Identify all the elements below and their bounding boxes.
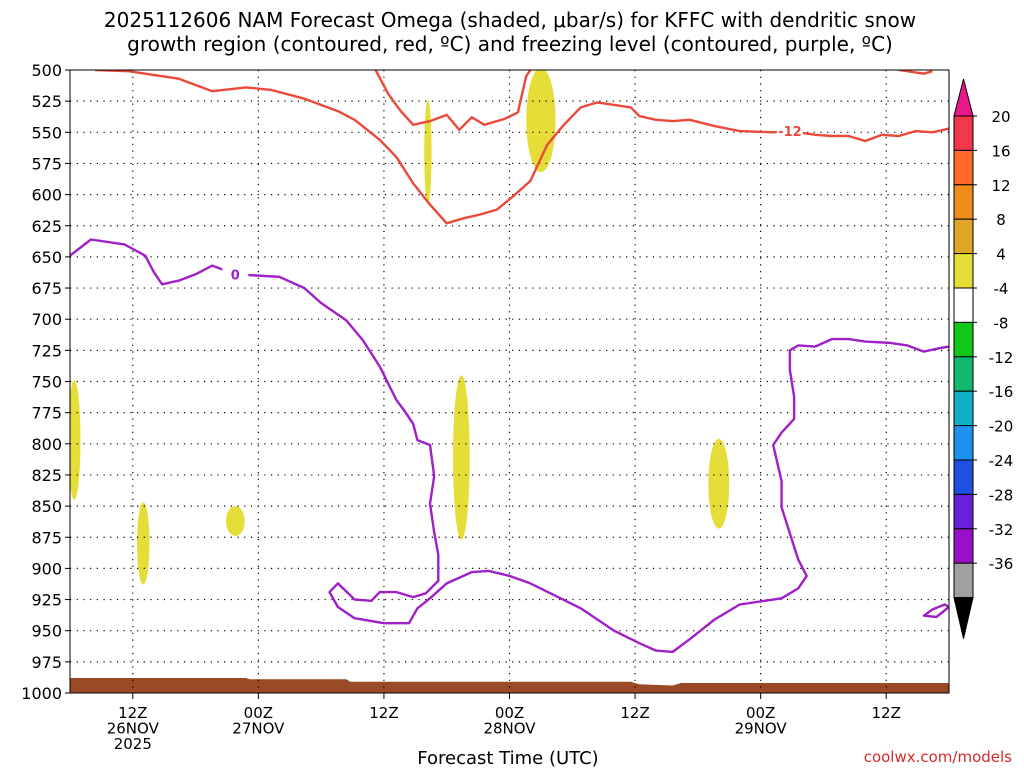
x-tick-label: 2025 bbox=[114, 735, 152, 753]
y-tick-label: 750 bbox=[31, 373, 62, 392]
colorbar-swatch bbox=[953, 218, 974, 255]
dgz_-12C-contour bbox=[95, 70, 949, 225]
title-line: 2025112606 NAM Forecast Omega (shaded, μ… bbox=[104, 8, 916, 32]
x-tick-label: 12Z bbox=[369, 704, 398, 722]
colorbar-swatch bbox=[953, 425, 974, 461]
colorbar-swatch bbox=[953, 459, 974, 495]
colorbar-label: 4 bbox=[996, 246, 1006, 264]
y-tick-label: 725 bbox=[31, 341, 62, 360]
x-tick-label: 29NOV bbox=[735, 720, 788, 738]
x-tick-label: 28NOV bbox=[483, 720, 536, 738]
colorbar-label: -16 bbox=[989, 383, 1014, 401]
colorbar-swatch bbox=[953, 321, 974, 358]
freezing_0C-label: 0 bbox=[231, 268, 240, 283]
y-tick-label: 700 bbox=[31, 310, 62, 329]
x-tick-label: 12Z bbox=[872, 704, 901, 722]
terrain-band bbox=[70, 678, 949, 693]
y-tick-label: 500 bbox=[31, 61, 62, 80]
colorbar-label: -28 bbox=[989, 486, 1014, 504]
x-tick-label: 12Z bbox=[118, 704, 147, 722]
x-tick-label: 27NOV bbox=[232, 720, 285, 738]
dgz_-12C-contour bbox=[399, 70, 532, 131]
colorbar-label: -36 bbox=[989, 555, 1014, 573]
colorbar-swatch bbox=[953, 356, 974, 392]
colorbar-bottom-triangle bbox=[953, 597, 974, 639]
colorbar-swatch bbox=[953, 115, 974, 151]
omega-shaded-region bbox=[225, 506, 245, 537]
y-tick-label: 1000 bbox=[21, 684, 62, 703]
x-tick-label: 00Z bbox=[746, 704, 775, 722]
colorbar-label: -12 bbox=[989, 349, 1014, 367]
x-tick-label: 00Z bbox=[495, 704, 524, 722]
colorbar-swatch bbox=[953, 149, 974, 186]
freezing_0C-contour bbox=[922, 603, 949, 619]
colorbar-label: 16 bbox=[991, 142, 1010, 160]
y-tick-label: 600 bbox=[31, 186, 62, 205]
y-tick-label: 650 bbox=[31, 248, 62, 267]
y-tick-label: 975 bbox=[31, 653, 62, 672]
y-tick-label: 625 bbox=[31, 217, 62, 236]
omega-shaded-region bbox=[70, 380, 81, 500]
chart-title: 2025112606 NAM Forecast Omega (shaded, μ… bbox=[104, 8, 916, 56]
colorbar-label: -8 bbox=[994, 314, 1009, 332]
x-tick-label: 26NOV bbox=[107, 720, 160, 738]
colorbar-label: -20 bbox=[989, 418, 1014, 436]
colorbar: 20 16 12 8 4 -4 -8 -12 -16 -20 -24 -28 -32 -36 bbox=[953, 78, 1014, 639]
colorbar-label: 8 bbox=[996, 211, 1006, 229]
x-axis-label: Forecast Time (UTC) bbox=[417, 748, 598, 768]
y-tick-label: 800 bbox=[31, 435, 62, 454]
colorbar-swatch bbox=[953, 184, 974, 220]
y-tick-label: 775 bbox=[31, 404, 62, 423]
colorbar-label: -4 bbox=[994, 280, 1009, 298]
title-line: growth region (contoured, red, ºC) and f… bbox=[127, 32, 893, 56]
colorbar-swatch bbox=[953, 390, 974, 427]
freezing_0C-contour bbox=[70, 238, 949, 654]
y-tick-label: 850 bbox=[31, 497, 62, 516]
x-tick-label: 00Z bbox=[244, 704, 273, 722]
dgz_-12C-contour bbox=[898, 70, 933, 75]
y-tick-label: 925 bbox=[31, 591, 62, 610]
omega-shaded-region bbox=[708, 438, 730, 529]
colorbar-swatch bbox=[953, 562, 974, 599]
dgz_-12C-contour bbox=[374, 70, 402, 112]
y-tick-label: 950 bbox=[31, 622, 62, 641]
terrain-surface bbox=[70, 678, 949, 693]
colorbar-swatch bbox=[953, 287, 974, 323]
contours: -12 0 bbox=[70, 70, 949, 654]
y-tick-label: 875 bbox=[31, 528, 62, 547]
colorbar-label: -24 bbox=[989, 452, 1014, 470]
y-tick-label: 550 bbox=[31, 123, 62, 142]
colorbar-label: 12 bbox=[991, 177, 1010, 195]
x-tick-label: 12Z bbox=[620, 704, 649, 722]
credit-link[interactable]: coolwx.com/models bbox=[864, 748, 1012, 766]
plot-area bbox=[70, 70, 949, 693]
colorbar-swatch bbox=[953, 528, 974, 564]
y-tick-label: 575 bbox=[31, 154, 62, 173]
colorbar-top-triangle bbox=[953, 78, 974, 117]
omega-shaded-region bbox=[424, 99, 432, 205]
dgz_-12C-label: -12 bbox=[778, 125, 802, 140]
colorbar-label: 20 bbox=[991, 108, 1010, 126]
omega-shaded-region bbox=[452, 375, 470, 540]
omega-shading bbox=[70, 70, 730, 585]
omega-shaded-region bbox=[526, 70, 556, 173]
y-axis: 500 525 550 575 600 625 650 675 700 725 750 775 800 8… bbox=[21, 61, 70, 703]
colorbar-swatch bbox=[953, 493, 974, 530]
omega-shaded-region bbox=[136, 502, 150, 585]
y-tick-label: 675 bbox=[31, 279, 62, 298]
y-tick-label: 525 bbox=[31, 92, 62, 111]
y-tick-label: 900 bbox=[31, 559, 62, 578]
y-tick-label: 825 bbox=[31, 466, 62, 485]
colorbar-swatch bbox=[953, 253, 974, 289]
colorbar-label: -32 bbox=[989, 521, 1014, 539]
